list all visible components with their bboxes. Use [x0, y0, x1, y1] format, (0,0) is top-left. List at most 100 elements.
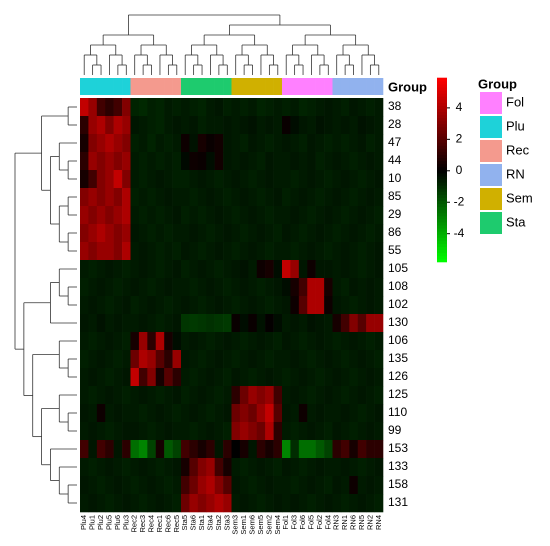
- heatmap-cell: [324, 422, 333, 441]
- heatmap-cell: [307, 242, 316, 261]
- heatmap-cell: [181, 440, 190, 459]
- heatmap-cell: [155, 458, 165, 477]
- heatmap-cell: [105, 440, 114, 459]
- heatmap-cell: [88, 494, 98, 513]
- heatmap-cell: [307, 368, 316, 387]
- group-bar-label: Group: [388, 79, 427, 94]
- heatmap-cell: [256, 152, 266, 171]
- heatmap-cell: [96, 260, 106, 279]
- heatmap-cell: [113, 350, 123, 369]
- group-bar-cell: [366, 78, 375, 95]
- heatmap-cell: [256, 188, 266, 207]
- heatmap-cell: [223, 476, 232, 495]
- heatmap-cell: [122, 224, 131, 243]
- heatmap-cell: [206, 188, 215, 207]
- heatmap-cell: [374, 368, 384, 387]
- colorbar-segment: [437, 96, 447, 100]
- heatmap-cell: [197, 260, 207, 279]
- heatmap-cell: [138, 206, 148, 225]
- heatmap-cell: [80, 188, 89, 207]
- heatmap-cell: [290, 350, 300, 369]
- heatmap-cell: [231, 458, 241, 477]
- heatmap-cell: [197, 242, 207, 261]
- heatmap-cell: [273, 278, 283, 297]
- heatmap-cell: [324, 98, 333, 117]
- column-label: Sta6: [189, 515, 198, 530]
- heatmap-cell: [374, 98, 384, 117]
- row-label: 28: [388, 117, 402, 131]
- heatmap-cell: [147, 404, 157, 423]
- heatmap-cell: [239, 476, 249, 495]
- heatmap-cell: [366, 188, 375, 207]
- heatmap-cell: [298, 152, 308, 171]
- heatmap-cell: [181, 134, 190, 153]
- legend-label: RN: [506, 166, 525, 181]
- heatmap-cell: [315, 314, 325, 333]
- heatmap-cell: [340, 278, 350, 297]
- heatmap-cell: [80, 422, 89, 441]
- legend-label: Sta: [506, 214, 526, 229]
- heatmap-cell: [122, 278, 131, 297]
- heatmap-cell: [357, 152, 367, 171]
- heatmap-cell: [332, 332, 342, 351]
- row-label: 135: [388, 351, 408, 365]
- heatmap-cell: [248, 188, 258, 207]
- heatmap-cell: [130, 98, 140, 117]
- heatmap-cell: [130, 152, 140, 171]
- group-bar-cell: [332, 78, 342, 95]
- column-label: Sem4: [273, 515, 282, 535]
- heatmap-cell: [315, 242, 325, 261]
- heatmap-cell: [349, 188, 359, 207]
- column-label: RN6: [349, 515, 358, 530]
- heatmap-cell: [138, 314, 148, 333]
- heatmap-cell: [138, 422, 148, 441]
- column-label: RN1: [340, 515, 349, 530]
- heatmap-cell: [282, 188, 291, 207]
- heatmap-cell: [273, 224, 283, 243]
- column-label: RN4: [374, 515, 383, 530]
- heatmap-cell: [265, 188, 274, 207]
- heatmap-cell: [231, 314, 241, 333]
- heatmap-cell: [357, 386, 367, 405]
- heatmap-cell: [113, 152, 123, 171]
- heatmap-cell: [88, 116, 98, 135]
- heatmap-cell: [256, 134, 266, 153]
- column-label: Sta5: [180, 515, 189, 530]
- heatmap-cell: [197, 422, 207, 441]
- heatmap-cell: [147, 422, 157, 441]
- heatmap-cell: [130, 224, 140, 243]
- heatmap-cell: [349, 116, 359, 135]
- heatmap-cell: [248, 368, 258, 387]
- group-bar-cell: [80, 78, 89, 95]
- heatmap-cell: [147, 386, 157, 405]
- row-label: 86: [388, 225, 402, 239]
- heatmap-cell: [357, 368, 367, 387]
- heatmap-cell: [324, 440, 333, 459]
- heatmap-cell: [147, 170, 157, 189]
- heatmap-cell: [265, 494, 274, 513]
- colorbar-tick-label: 2: [456, 132, 463, 146]
- heatmap-cell: [80, 260, 89, 279]
- heatmap-cell: [223, 386, 232, 405]
- heatmap-cell: [80, 404, 89, 423]
- heatmap-cell: [105, 188, 114, 207]
- heatmap-cell: [197, 296, 207, 315]
- heatmap-cell: [273, 152, 283, 171]
- heatmap-cell: [80, 386, 89, 405]
- heatmap-cell: [366, 494, 375, 513]
- heatmap-cell: [113, 278, 123, 297]
- colorbar-segment: [437, 221, 447, 226]
- heatmap-cell: [332, 170, 342, 189]
- heatmap-cell: [307, 476, 316, 495]
- colorbar-segment: [437, 117, 447, 122]
- heatmap-cell: [197, 386, 207, 405]
- group-bar-cell: [231, 78, 241, 95]
- heatmap-cell: [164, 296, 173, 315]
- heatmap-cell: [155, 134, 165, 153]
- heatmap-cell: [340, 332, 350, 351]
- heatmap-cell: [223, 206, 232, 225]
- colorbar-tick-label: -4: [454, 226, 465, 240]
- heatmap-cell: [214, 242, 224, 261]
- colorbar-segment: [437, 181, 447, 186]
- heatmap-cell: [189, 98, 199, 117]
